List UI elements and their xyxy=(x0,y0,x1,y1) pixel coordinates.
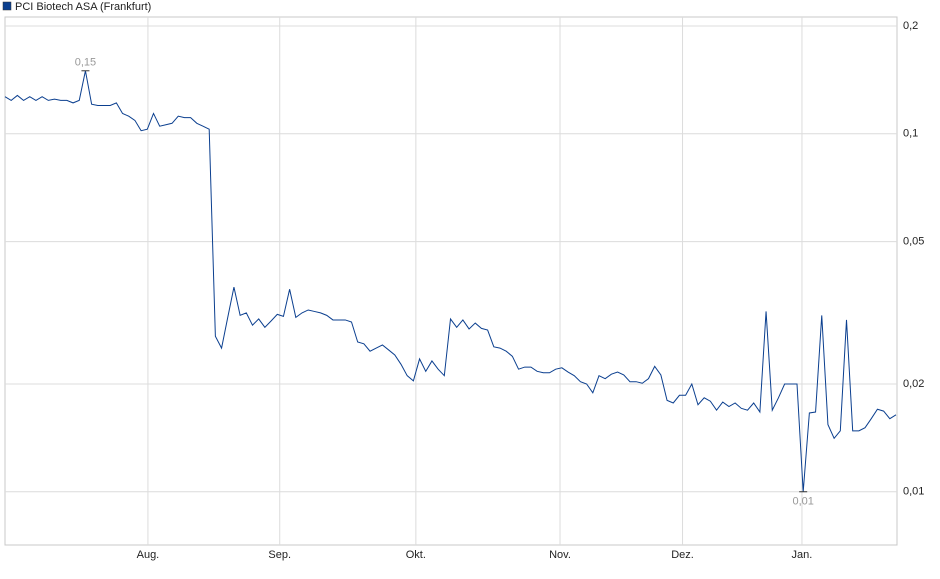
y-tick-label: 0,1 xyxy=(903,128,918,140)
y-tick-label: 0,01 xyxy=(903,486,924,498)
y-tick-label: 0,05 xyxy=(903,235,924,247)
legend-label: PCI Biotech ASA (Frankfurt) xyxy=(15,1,151,13)
x-tick-label: Nov. xyxy=(549,549,571,561)
y-tick-label: 0,02 xyxy=(903,378,924,390)
legend-swatch xyxy=(2,1,12,11)
price-line xyxy=(4,70,897,492)
x-tick-label: Okt. xyxy=(406,549,426,561)
x-tick-label: Jan. xyxy=(792,549,813,561)
x-tick-label: Sep. xyxy=(268,549,291,561)
x-tick-label: Aug. xyxy=(137,549,160,561)
value-label: 0,15 xyxy=(75,57,96,69)
value-label: 0,01 xyxy=(792,496,813,508)
y-tick-label: 0,2 xyxy=(903,20,918,32)
plot-frame xyxy=(4,16,898,546)
x-tick-label: Dez. xyxy=(671,549,694,561)
